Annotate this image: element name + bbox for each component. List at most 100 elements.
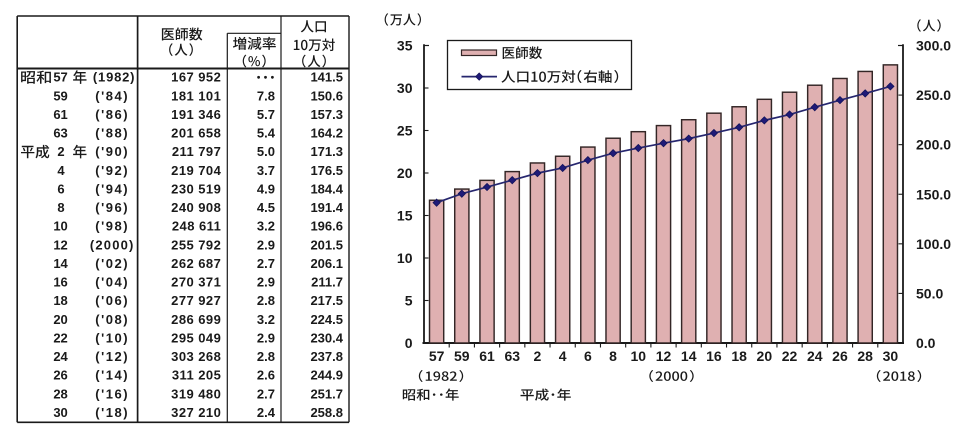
svg-text:5.4: 5.4 [257, 126, 276, 141]
svg-text:30: 30 [883, 348, 899, 364]
svg-text:('06): ('06) [95, 293, 129, 308]
svg-text:22: 22 [53, 330, 67, 345]
svg-text:25: 25 [397, 123, 413, 139]
svg-text:18: 18 [53, 293, 67, 308]
svg-text:50.0: 50.0 [916, 285, 943, 301]
svg-text:12: 12 [656, 348, 672, 364]
svg-text:28: 28 [857, 348, 873, 364]
svg-text:191 346: 191 346 [171, 107, 221, 122]
svg-text:30: 30 [53, 405, 67, 420]
svg-text:3.2: 3.2 [257, 219, 275, 234]
svg-text:5.0: 5.0 [257, 144, 275, 159]
svg-text:270 371: 270 371 [171, 275, 221, 290]
svg-text:('88): ('88) [95, 126, 129, 141]
svg-text:295 049: 295 049 [171, 330, 221, 345]
svg-text:200.0: 200.0 [916, 137, 951, 153]
svg-text:22: 22 [782, 348, 798, 364]
svg-text:240 908: 240 908 [171, 200, 221, 215]
svg-text:277 927: 277 927 [171, 293, 221, 308]
svg-text:171.3: 171.3 [310, 144, 343, 159]
svg-text:150.6: 150.6 [310, 88, 343, 103]
svg-text:('18): ('18) [95, 405, 129, 420]
svg-text:4: 4 [559, 348, 567, 364]
svg-text:57: 57 [53, 70, 67, 85]
svg-text:14: 14 [53, 256, 68, 271]
svg-text:219 704: 219 704 [171, 163, 221, 178]
svg-text:3.7: 3.7 [257, 163, 275, 178]
svg-text:244.9: 244.9 [310, 368, 343, 383]
svg-text:2.9: 2.9 [257, 237, 275, 252]
svg-text:150.0: 150.0 [916, 186, 951, 202]
svg-text:24: 24 [807, 348, 823, 364]
svg-text:7.8: 7.8 [257, 88, 275, 103]
svg-text:201 658: 201 658 [171, 126, 221, 141]
svg-text:5: 5 [405, 293, 413, 309]
svg-text:6: 6 [584, 348, 592, 364]
svg-text:4.5: 4.5 [257, 200, 275, 215]
svg-text:217.5: 217.5 [310, 293, 343, 308]
svg-text:8: 8 [57, 200, 64, 215]
svg-text:201.5: 201.5 [310, 237, 343, 252]
svg-text:10: 10 [631, 348, 647, 364]
svg-text:4: 4 [57, 163, 65, 178]
svg-text:('14): ('14) [95, 368, 129, 383]
svg-text:8: 8 [609, 348, 617, 364]
svg-text:10: 10 [397, 250, 413, 266]
svg-text:262 687: 262 687 [171, 256, 221, 271]
svg-text:100.0: 100.0 [916, 236, 951, 252]
svg-text:('02): ('02) [95, 256, 129, 271]
svg-text:26: 26 [53, 368, 67, 383]
svg-text:35: 35 [397, 38, 413, 54]
svg-text:15: 15 [397, 208, 413, 224]
svg-text:141.5: 141.5 [310, 70, 343, 85]
svg-text:181 101: 181 101 [171, 88, 221, 103]
svg-text:327 210: 327 210 [171, 405, 221, 420]
svg-text:('98): ('98) [95, 219, 129, 234]
svg-text:255 792: 255 792 [171, 237, 221, 252]
svg-text:18: 18 [731, 348, 747, 364]
svg-text:211.7: 211.7 [311, 275, 343, 290]
svg-text:191.4: 191.4 [310, 200, 343, 215]
svg-text:0: 0 [405, 335, 413, 351]
svg-text:('16): ('16) [95, 386, 129, 401]
svg-text:30: 30 [397, 80, 413, 96]
svg-text:157.3: 157.3 [310, 107, 343, 122]
svg-text:2.4: 2.4 [257, 405, 276, 420]
svg-text:237.8: 237.8 [310, 349, 343, 364]
svg-text:2.8: 2.8 [257, 349, 275, 364]
svg-text:('90): ('90) [95, 144, 129, 159]
svg-text:14: 14 [681, 348, 697, 364]
svg-text:2.9: 2.9 [257, 330, 275, 345]
svg-text:176.5: 176.5 [310, 163, 343, 178]
svg-text:2.6: 2.6 [257, 368, 275, 383]
svg-text:2.7: 2.7 [257, 256, 275, 271]
svg-text:2: 2 [57, 144, 64, 159]
svg-text:('84): ('84) [95, 88, 129, 103]
svg-text:248 611: 248 611 [172, 219, 221, 234]
svg-text:0.0: 0.0 [916, 335, 936, 351]
svg-text:59: 59 [454, 348, 470, 364]
svg-text:61: 61 [53, 107, 67, 122]
svg-text:('10): ('10) [95, 330, 129, 345]
svg-text:('96): ('96) [95, 200, 129, 215]
svg-text:3.2: 3.2 [257, 312, 275, 327]
svg-text:20: 20 [53, 312, 67, 327]
svg-text:(2000): (2000) [90, 237, 135, 252]
svg-text:10: 10 [53, 219, 67, 234]
svg-text:311 205: 311 205 [172, 368, 221, 383]
svg-text:59: 59 [53, 88, 67, 103]
svg-text:('08): ('08) [95, 312, 129, 327]
svg-text:251.7: 251.7 [310, 386, 343, 401]
svg-text:2.9: 2.9 [257, 275, 275, 290]
svg-text:303 268: 303 268 [171, 349, 221, 364]
svg-text:63: 63 [53, 126, 67, 141]
svg-text:26: 26 [832, 348, 848, 364]
svg-text:286 699: 286 699 [171, 312, 221, 327]
svg-text:('94): ('94) [95, 181, 129, 196]
svg-text:300.0: 300.0 [916, 38, 951, 54]
svg-text:167 952: 167 952 [171, 70, 221, 85]
svg-text:('04): ('04) [95, 275, 129, 290]
svg-text:16: 16 [706, 348, 722, 364]
svg-text:6: 6 [57, 181, 64, 196]
svg-text:319 480: 319 480 [171, 386, 221, 401]
